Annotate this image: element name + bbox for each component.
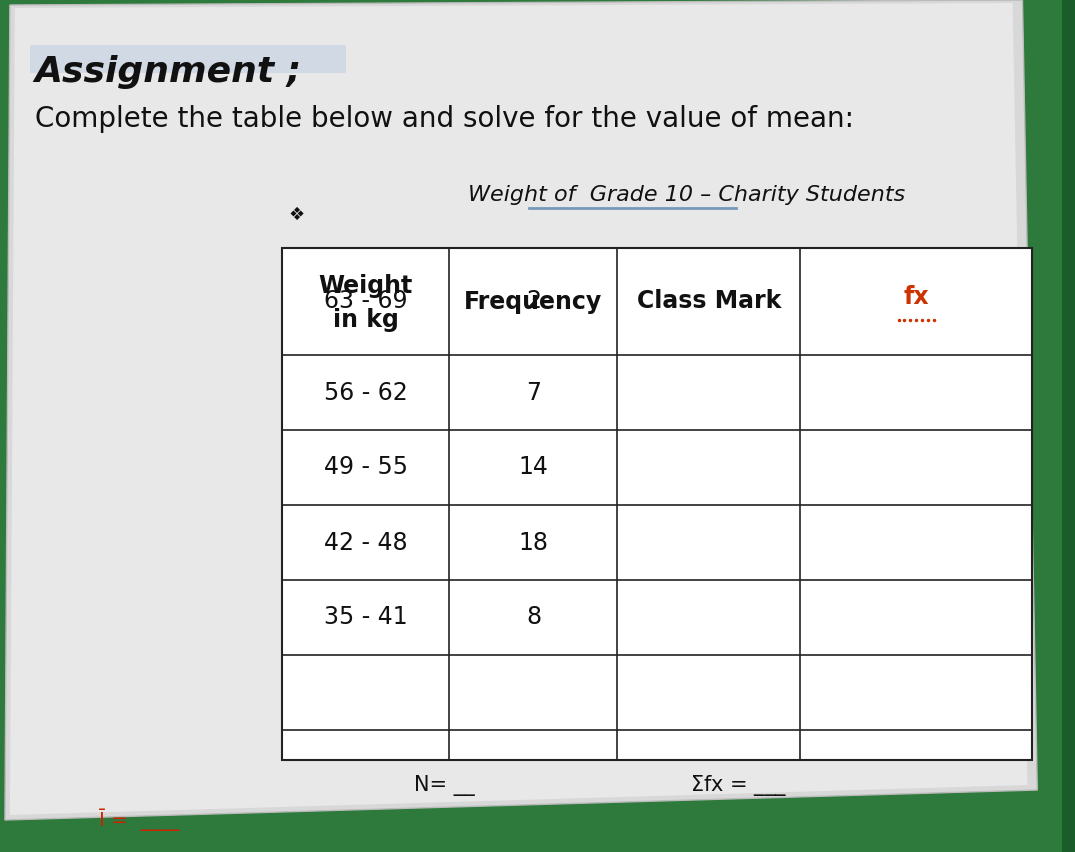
Text: ❖: ❖ xyxy=(288,206,304,224)
Text: 18: 18 xyxy=(518,531,548,555)
Text: Ī =  ____: Ī = ____ xyxy=(99,809,180,832)
Text: Assignment ;: Assignment ; xyxy=(34,55,302,89)
Text: 14: 14 xyxy=(518,456,548,480)
Text: Frequency: Frequency xyxy=(464,290,603,314)
Text: 42 - 48: 42 - 48 xyxy=(324,531,407,555)
Text: in kg: in kg xyxy=(332,308,399,331)
Text: 35 - 41: 35 - 41 xyxy=(324,606,407,630)
Text: 49 - 55: 49 - 55 xyxy=(324,456,407,480)
Text: 7: 7 xyxy=(526,381,541,405)
Text: 2: 2 xyxy=(526,290,541,314)
Text: Weight: Weight xyxy=(318,274,413,298)
Polygon shape xyxy=(5,0,1037,820)
Text: Weight of  Grade 10 – Charity Students: Weight of Grade 10 – Charity Students xyxy=(468,185,905,205)
Text: fx: fx xyxy=(903,285,929,308)
Text: 8: 8 xyxy=(526,606,541,630)
Text: Class Mark: Class Mark xyxy=(636,290,782,314)
Text: N= __: N= __ xyxy=(414,774,475,796)
Text: Complete the table below and solve for the value of mean:: Complete the table below and solve for t… xyxy=(34,105,854,133)
Polygon shape xyxy=(10,3,1028,815)
FancyBboxPatch shape xyxy=(30,45,346,73)
FancyBboxPatch shape xyxy=(282,248,1032,760)
Text: 56 - 62: 56 - 62 xyxy=(324,381,407,405)
Text: 63 - 69: 63 - 69 xyxy=(324,290,407,314)
Text: $\Sigma$fx = ___: $\Sigma$fx = ___ xyxy=(690,773,787,797)
